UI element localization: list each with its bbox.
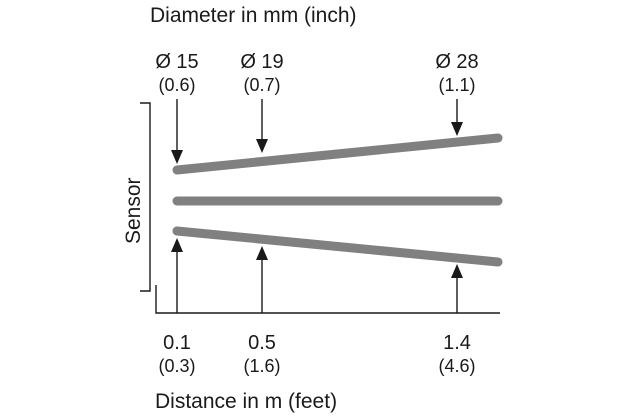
distance-baseline bbox=[155, 285, 500, 314]
diameter-label-3: Ø 28 bbox=[435, 51, 478, 73]
diameter-label-2: Ø 19 bbox=[240, 51, 283, 73]
distance-sublabel-3: (4.6) bbox=[438, 356, 475, 376]
distance-label-1: 0.1 bbox=[163, 332, 191, 354]
distance-label-3: 1.4 bbox=[443, 332, 471, 354]
diameter-sublabel-1: (0.6) bbox=[158, 75, 195, 95]
diameter-arrow-1 bbox=[171, 99, 183, 164]
diameter-sublabel-3: (1.1) bbox=[438, 75, 475, 95]
diameter-sublabel-2: (0.7) bbox=[243, 75, 280, 95]
beam-lower-edge bbox=[172, 226, 503, 267]
distance-label-2: 0.5 bbox=[248, 332, 276, 354]
distance-axis-title: Distance in m (feet) bbox=[155, 390, 337, 413]
distance-sublabel-2: (1.6) bbox=[243, 356, 280, 376]
distance-arrow-2 bbox=[256, 246, 268, 313]
sensor-label: Sensor bbox=[122, 177, 145, 244]
diameter-arrow-3 bbox=[451, 99, 463, 136]
diameter-label-1: Ø 15 bbox=[155, 51, 198, 73]
distance-arrow-1 bbox=[171, 238, 183, 313]
beam-upper-edge bbox=[172, 133, 503, 175]
diameter-axis-title: Diameter in mm (inch) bbox=[150, 4, 357, 27]
sensor-bracket bbox=[140, 102, 151, 292]
distance-arrow-3 bbox=[451, 264, 463, 313]
diameter-arrow-2 bbox=[256, 99, 268, 153]
distance-sublabel-1: (0.3) bbox=[158, 356, 195, 376]
